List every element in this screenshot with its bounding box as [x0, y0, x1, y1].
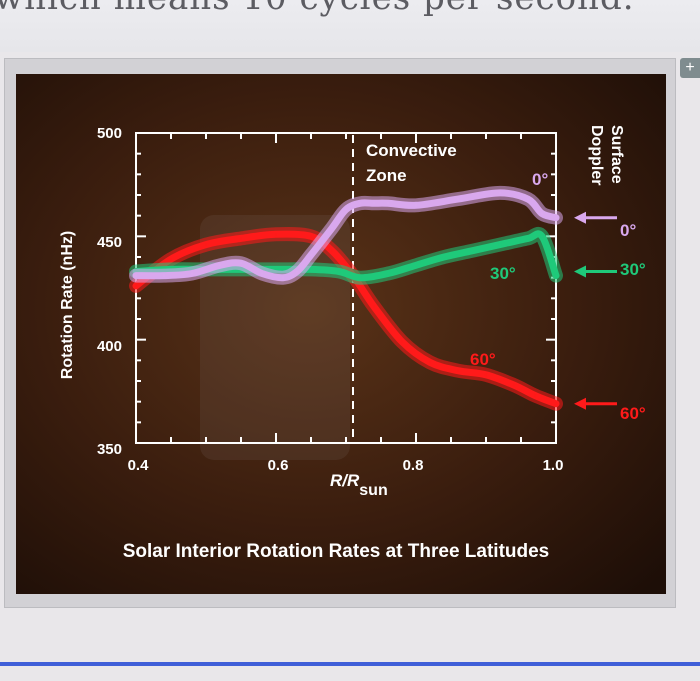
- data-point: [540, 234, 544, 238]
- series-label-30: 30°: [490, 264, 516, 283]
- data-point: [309, 253, 313, 257]
- surface-arrow-head-0: [574, 397, 586, 410]
- series-line-2: [132, 189, 560, 282]
- data-point: [239, 261, 243, 265]
- surface-label-0: 0°: [620, 221, 636, 240]
- data-point: [484, 373, 488, 377]
- divider: [0, 662, 700, 666]
- surface-arrow-head-1: [574, 265, 586, 278]
- surface-label-60: 60°: [620, 404, 646, 423]
- data-point: [512, 383, 516, 387]
- data-point: [456, 369, 460, 373]
- data-point: [309, 234, 313, 238]
- x-tick-label-0.8: 0.8: [403, 457, 424, 474]
- data-point: [169, 257, 173, 261]
- background-page-text: which means 10 cycles per second.: [0, 0, 700, 52]
- surface-doppler-label-line1: Surface: [608, 125, 625, 184]
- data-point: [554, 216, 558, 220]
- series-tail-2: [498, 191, 558, 220]
- y-tick-label-350: 350: [97, 441, 122, 458]
- data-point: [498, 191, 502, 195]
- data-point: [456, 197, 460, 201]
- data-point: [204, 243, 208, 247]
- data-point: [386, 201, 390, 205]
- series-tail-1: [498, 232, 558, 278]
- chart-background: [16, 74, 666, 594]
- surface-arrow-head-2: [574, 211, 586, 224]
- convective-zone-label-line2: Zone: [366, 166, 407, 185]
- data-point: [358, 276, 362, 280]
- x-axis-label-sub: sun: [359, 482, 387, 499]
- x-tick-label-1.0: 1.0: [543, 457, 564, 474]
- x-tick-label-0.4: 0.4: [128, 457, 150, 474]
- cropped-sentence: which means 10 cycles per second.: [0, 0, 635, 18]
- data-point: [554, 402, 558, 406]
- series-group: [129, 185, 563, 411]
- data-point: [260, 272, 264, 276]
- y-tick-label-450: 450: [97, 234, 122, 251]
- data-point: [533, 393, 537, 397]
- data-point: [134, 274, 138, 278]
- data-point: [428, 360, 432, 364]
- data-point: [526, 197, 530, 201]
- surface-doppler-arrows: [574, 211, 617, 410]
- data-point: [414, 263, 418, 267]
- data-point: [470, 249, 474, 253]
- data-point: [239, 236, 243, 240]
- surface-label-30: 30°: [620, 260, 646, 279]
- x-axis-label: R/Rsun: [330, 471, 388, 499]
- data-point: [498, 243, 502, 247]
- data-point: [218, 263, 222, 267]
- series-label-0: 0°: [532, 170, 548, 189]
- data-point: [358, 201, 362, 205]
- data-point: [330, 249, 334, 253]
- data-point: [162, 274, 166, 278]
- data-point: [309, 267, 313, 271]
- data-point: [372, 305, 376, 309]
- data-point: [540, 212, 544, 216]
- data-point: [330, 226, 334, 230]
- x-tick-label-0.6: 0.6: [268, 457, 289, 474]
- y-tick-label-400: 400: [97, 338, 122, 355]
- data-point: [295, 269, 299, 273]
- y-axis-label: Rotation Rate (nHz): [59, 231, 76, 379]
- data-point: [386, 272, 390, 276]
- data-point: [400, 340, 404, 344]
- data-point: [134, 284, 138, 288]
- data-point: [414, 203, 418, 207]
- data-point: [281, 276, 285, 280]
- data-point: [274, 232, 278, 236]
- plus-icon[interactable]: +: [680, 58, 700, 78]
- data-point: [526, 236, 530, 240]
- chart-title: Solar Interior Rotation Rates at Three L…: [123, 541, 550, 562]
- data-point: [554, 274, 558, 278]
- convective-zone-label-line1: Convective: [366, 141, 457, 160]
- series-label-60: 60°: [470, 350, 496, 369]
- data-point: [337, 269, 341, 273]
- data-point: [190, 272, 194, 276]
- data-point: [372, 201, 376, 205]
- data-point: [344, 207, 348, 211]
- data-point: [442, 255, 446, 259]
- y-tick-label-500: 500: [97, 125, 122, 142]
- surface-doppler-label-line2: Doppler: [588, 125, 605, 185]
- series-tail-0: [484, 373, 558, 406]
